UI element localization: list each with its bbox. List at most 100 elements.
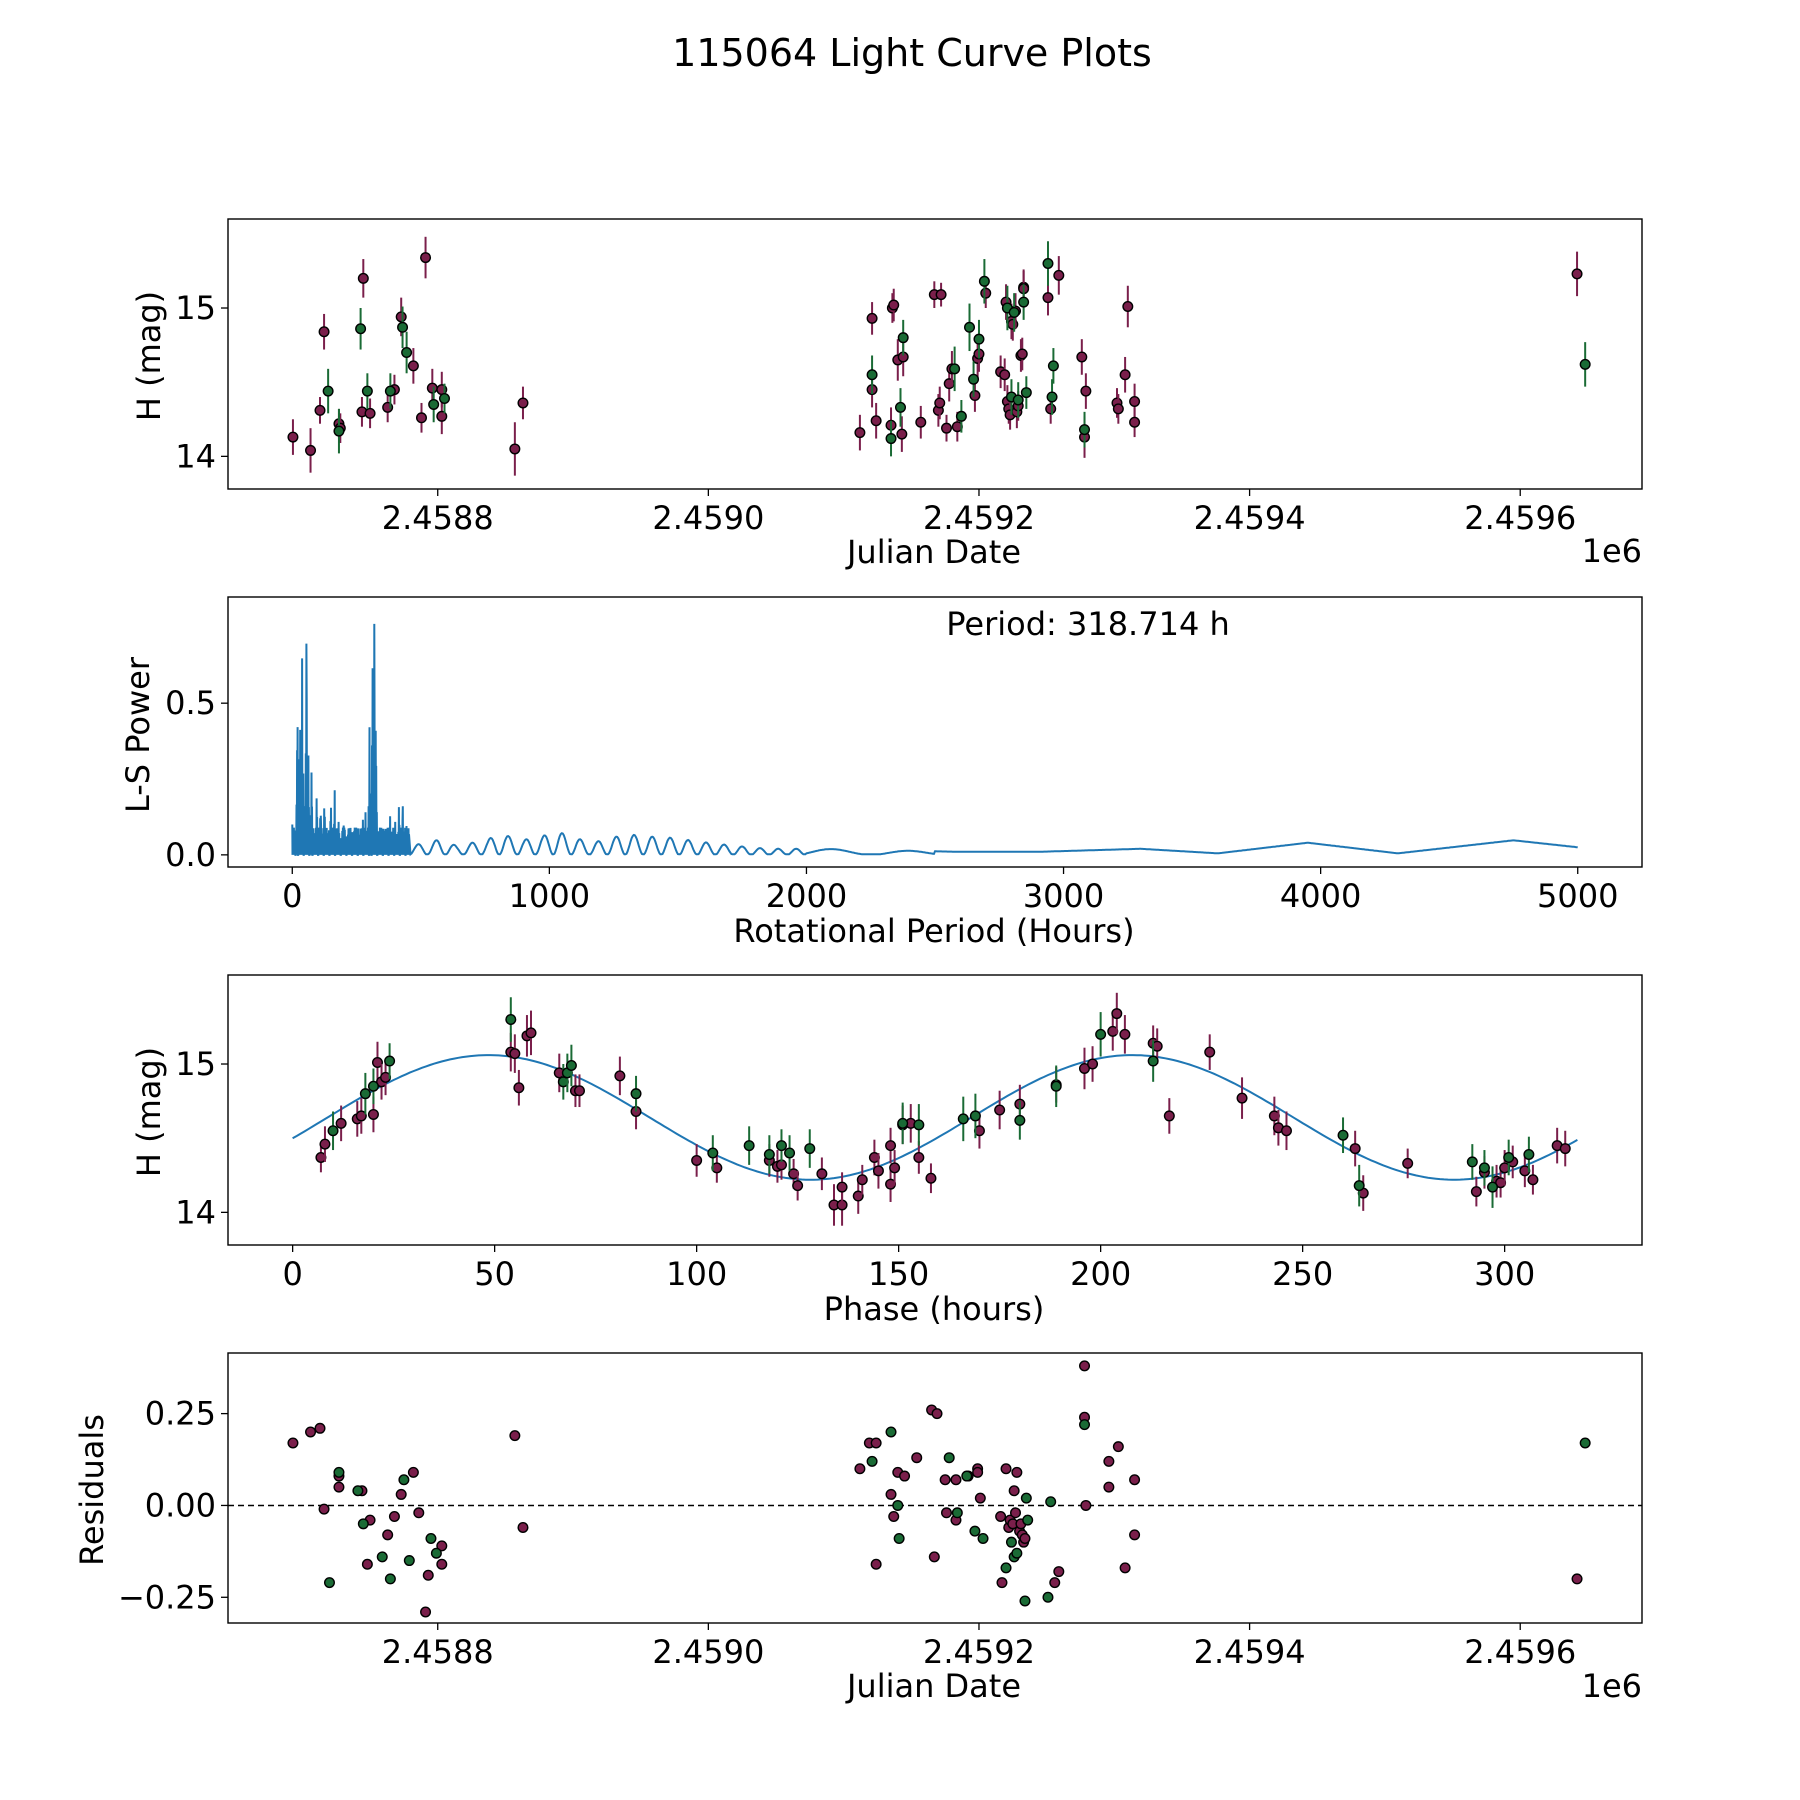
phase-point <box>319 1138 331 1150</box>
phase-point <box>792 1180 804 1192</box>
lightcurve-point <box>1008 306 1020 318</box>
residuals-xtick-label: 2.4596 <box>1464 1633 1576 1671</box>
lightcurve-point <box>1018 296 1030 308</box>
lightcurve-point <box>333 425 345 437</box>
lightcurve-point <box>1112 403 1124 415</box>
periodogram-xlabel: Rotational Period (Hours) <box>733 912 1134 950</box>
residuals-point <box>1010 1507 1022 1519</box>
residuals-point <box>951 1507 963 1519</box>
residuals-point <box>430 1547 442 1559</box>
residuals-point <box>928 1551 940 1563</box>
residuals-point <box>941 1507 953 1519</box>
phase-point <box>816 1168 828 1180</box>
residuals-point <box>943 1452 955 1464</box>
phase-point <box>889 1162 901 1174</box>
residuals-point <box>1119 1562 1131 1574</box>
residuals-point <box>1079 1419 1091 1431</box>
lightcurve-point <box>934 397 946 409</box>
phase-point <box>784 1147 796 1159</box>
residuals-point <box>870 1437 882 1449</box>
phase-point <box>925 1172 937 1184</box>
residuals-point <box>950 1474 962 1486</box>
lightcurve-axes-frame <box>227 218 1643 490</box>
lightcurve-point <box>509 443 521 455</box>
phase-point <box>1487 1181 1499 1193</box>
lightcurve-point <box>1579 358 1591 370</box>
residuals-point <box>1080 1499 1092 1511</box>
phase-point <box>852 1190 864 1202</box>
residuals-point <box>1053 1566 1065 1578</box>
residuals-point <box>376 1551 388 1563</box>
lightcurve-point <box>1047 360 1059 372</box>
residuals-point <box>1103 1455 1115 1467</box>
residuals-point <box>403 1555 415 1567</box>
residuals-point <box>1008 1485 1020 1497</box>
lightcurve-point <box>314 404 326 416</box>
phase-point <box>885 1140 897 1152</box>
residuals-ytick-label: 0.00 <box>145 1486 216 1524</box>
phase-point <box>707 1147 719 1159</box>
phase-point <box>1078 1062 1090 1074</box>
phase-point <box>743 1140 755 1152</box>
lightcurve-point <box>1045 403 1057 415</box>
lightcurve-point <box>1012 394 1024 406</box>
residuals-point <box>1079 1360 1091 1372</box>
lightcurve-point <box>870 415 882 427</box>
lightcurve-point <box>969 390 981 402</box>
residuals-point <box>384 1573 396 1585</box>
phase-xlabel: Phase (hours) <box>824 1290 1045 1328</box>
phase-point <box>1163 1110 1175 1122</box>
residuals-offset-label: 1e6 <box>1582 1667 1642 1705</box>
lightcurve-point <box>866 312 878 324</box>
residuals-point <box>1045 1496 1057 1508</box>
lightcurve-point <box>436 410 448 422</box>
residuals-point <box>318 1503 330 1515</box>
lightcurve-point <box>1020 387 1032 399</box>
residuals-point <box>422 1569 434 1581</box>
residuals-panel: Julian Date Residuals 1e6 2.4588 2.4590 2.… <box>73 1352 1643 1705</box>
lightcurve-ytick-label: 15 <box>175 289 216 327</box>
phase-point <box>367 1108 379 1120</box>
lightcurve-point <box>1129 395 1141 407</box>
phase-point <box>614 1070 626 1082</box>
periodogram-xtick-label: 4000 <box>1280 877 1361 915</box>
residuals-point <box>413 1507 425 1519</box>
residuals-point <box>870 1558 882 1570</box>
residuals-point <box>1571 1573 1583 1585</box>
residuals-point <box>388 1510 400 1522</box>
phase-point <box>994 1104 1006 1116</box>
phase-point <box>525 1027 537 1039</box>
lightcurve-point <box>978 275 990 287</box>
periodogram-axes-frame <box>227 596 1643 868</box>
residuals-point <box>995 1510 1007 1522</box>
lightcurve-point <box>955 410 967 422</box>
phase-point <box>1111 1008 1123 1020</box>
residuals-point <box>1112 1441 1124 1453</box>
residuals-point <box>1005 1536 1017 1548</box>
residuals-point <box>407 1466 419 1478</box>
phase-point <box>1402 1157 1414 1169</box>
phase-panel: Phase (hours) H (mag) 0 50 100 150 200 250 300… <box>130 974 1643 1328</box>
phase-plot-area <box>292 992 1578 1226</box>
phase-point <box>1478 1162 1490 1174</box>
phase-point <box>969 1110 981 1122</box>
phase-point <box>509 1048 521 1060</box>
lightcurve-point <box>1076 351 1088 363</box>
phase-point <box>804 1143 816 1155</box>
residuals-point <box>1129 1529 1141 1541</box>
lightcurve-point <box>1042 258 1054 270</box>
residuals-point <box>509 1430 521 1442</box>
lightcurve-point <box>973 333 985 345</box>
phase-point <box>355 1110 367 1122</box>
phase-ytick-label: 14 <box>175 1193 216 1231</box>
lightcurve-point <box>941 422 953 434</box>
lightcurve-point <box>888 299 900 311</box>
residuals-point <box>888 1510 900 1522</box>
phase-point <box>573 1085 585 1097</box>
lightcurve-ylabel: H (mag) <box>130 291 168 421</box>
residuals-point <box>969 1525 981 1537</box>
phase-point <box>371 1057 383 1069</box>
phase-point <box>1119 1028 1131 1040</box>
lightcurve-point <box>1046 391 1058 403</box>
phase-xtick-label: 50 <box>474 1255 515 1293</box>
